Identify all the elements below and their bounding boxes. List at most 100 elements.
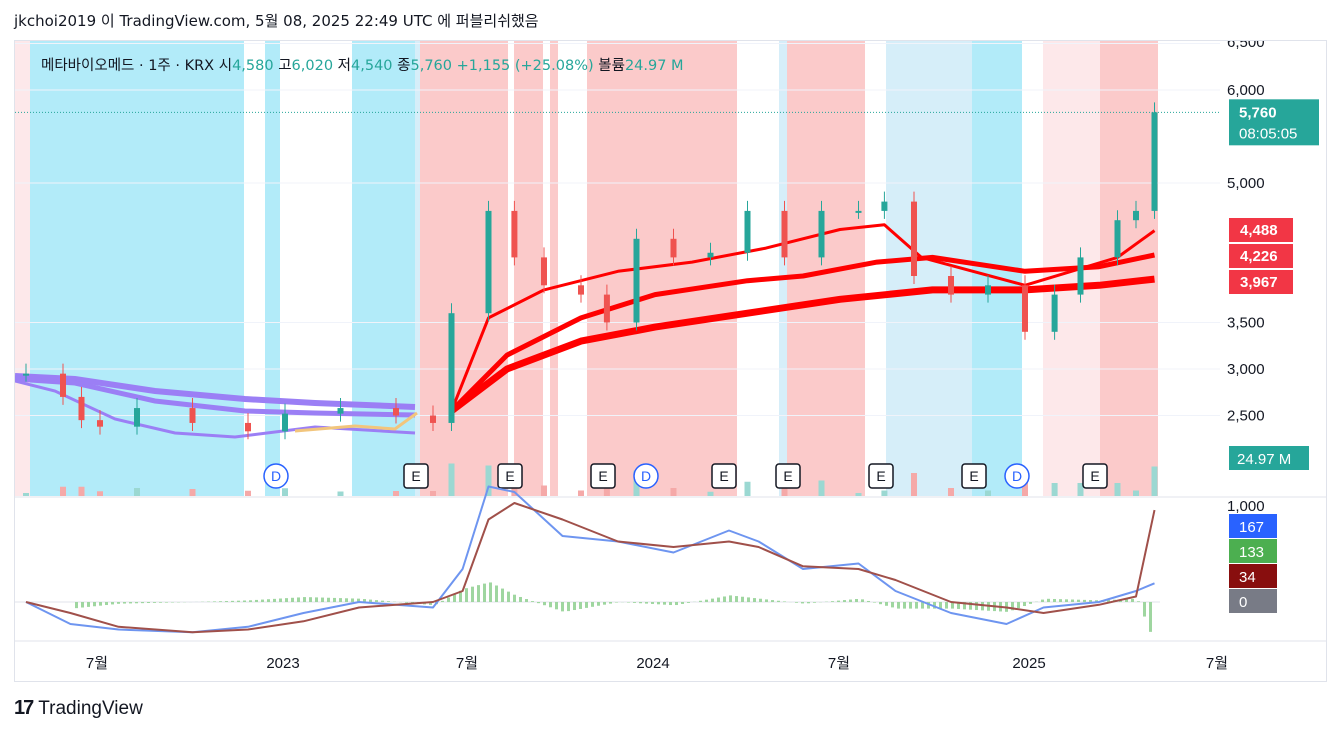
volume-bar [818, 480, 825, 496]
macd-histogram-bar [81, 602, 84, 608]
macd-histogram-bar [651, 602, 654, 604]
ma-value-label: 4,226 [1240, 248, 1278, 265]
macd-histogram-bar [141, 602, 144, 604]
candle-body [881, 201, 888, 211]
macd-value-label: 167 [1239, 519, 1264, 536]
volume-bar [245, 490, 251, 496]
macd-histogram-bar [447, 597, 450, 602]
macd-histogram-bar [159, 602, 162, 603]
macd-histogram-bar [1023, 602, 1026, 607]
macd-histogram-bar [1017, 602, 1020, 609]
macd-histogram-bar [657, 602, 660, 605]
macd-histogram-bar [1041, 599, 1044, 602]
macd-histogram-bar [1149, 602, 1152, 632]
macd-histogram-bar [519, 596, 522, 602]
macd-histogram-bar [501, 588, 504, 602]
volume-bar [337, 491, 344, 496]
macd-value-label: 133 [1239, 544, 1264, 561]
dividend-marker [263, 463, 289, 489]
earnings-marker [403, 463, 429, 489]
background-zone [265, 41, 280, 496]
macd-histogram-bar [507, 591, 510, 602]
macd-histogram-bar [585, 602, 588, 608]
volume-bar [948, 488, 954, 496]
macd-histogram-bar [597, 602, 600, 606]
macd-histogram-bar [285, 598, 288, 602]
macd-histogram-bar [105, 602, 108, 606]
macd-histogram-bar [615, 602, 618, 603]
macd-histogram-bar [777, 600, 780, 602]
macd-value-tag [1229, 514, 1277, 538]
macd-histogram-bar [1047, 598, 1050, 602]
macd-histogram-bar [1137, 601, 1140, 602]
macd-histogram-bar [759, 598, 762, 602]
macd-histogram-bar [729, 595, 732, 602]
candle-body [23, 373, 29, 376]
moving-average-line [450, 223, 1156, 412]
macd-value-label: 0 [1239, 594, 1247, 611]
moving-average-line [449, 275, 1155, 414]
candle-body [78, 396, 85, 421]
volume-bar [603, 485, 610, 496]
macd-histogram-bar [123, 602, 126, 604]
macd-histogram-bar [807, 602, 810, 604]
macd-histogram-bar [255, 599, 258, 602]
macd-histogram-bar [603, 602, 606, 605]
macd-histogram-bar [933, 602, 936, 609]
earnings-marker-label: E [969, 468, 978, 484]
candle-body [511, 210, 518, 258]
legend-symbol: 메타바이오메드 · 1주 · KRX [41, 57, 214, 74]
publish-header: jkchoi2019 이 TradingView.com, 5월 08, 202… [14, 12, 539, 30]
candle-body [855, 210, 862, 213]
macd-histogram-bar [1095, 600, 1098, 602]
dividend-marker-label: D [271, 468, 281, 484]
legend-high: 6,020 [292, 58, 334, 74]
last-price-countdown: 08:05:05 [1239, 125, 1297, 142]
candle-body [603, 294, 610, 323]
chart-svg[interactable]: 메타바이오메드 · 1주 · KRX 시4,580 고6,020 저4,540 … [15, 41, 1326, 681]
candle-body [337, 408, 344, 414]
macd-histogram-bar [753, 598, 756, 602]
macd-histogram-bar [1071, 599, 1074, 602]
legend-volume-label: 볼륨 [594, 57, 625, 74]
macd-histogram-bar [525, 599, 528, 602]
x-tick-label: 7월 [828, 655, 850, 672]
macd-histogram-bar [567, 602, 570, 612]
legend-open: 4,580 [232, 58, 274, 74]
macd-histogram-bar [645, 602, 648, 604]
macd-histogram-bar [1029, 602, 1032, 604]
macd-line [25, 485, 1155, 634]
candle-body [541, 257, 547, 286]
candle-body [578, 285, 584, 295]
macd-histogram-bar [369, 599, 372, 602]
macd-histogram-bar [813, 602, 816, 603]
macd-histogram-bar [231, 600, 234, 602]
background-zone [550, 41, 558, 496]
macd-histogram-bar [555, 602, 558, 610]
footer-brand[interactable]: 17 TradingView [14, 697, 143, 720]
macd-histogram-bar [939, 602, 942, 609]
candle-body [670, 238, 677, 258]
volume-bar [670, 488, 677, 496]
macd-histogram-bar [963, 602, 966, 610]
macd-histogram-bar [861, 599, 864, 602]
legend-row: 메타바이오메드 · 1주 · KRX 시4,580 고6,020 저4,540 … [41, 57, 684, 74]
volume-bar [189, 489, 196, 496]
legend-low-label: 저 [333, 57, 351, 74]
volume-bar [985, 490, 991, 496]
moving-average-orange [294, 411, 418, 433]
candle-body [60, 373, 66, 397]
candle-body [393, 408, 399, 416]
macd-histogram-bar [1143, 602, 1146, 617]
macd-histogram-bar [117, 602, 120, 604]
macd-histogram-bar [1131, 598, 1134, 602]
ma-value-tag [1229, 270, 1293, 294]
macd-histogram-bar [363, 599, 366, 602]
macd-histogram-bar [237, 600, 240, 602]
macd-histogram-bar [489, 582, 492, 602]
earnings-marker [961, 463, 987, 489]
macd-histogram-bar [345, 598, 348, 602]
volume-bar [393, 491, 399, 496]
volume-bar [541, 485, 547, 496]
macd-histogram-bar [747, 597, 750, 602]
